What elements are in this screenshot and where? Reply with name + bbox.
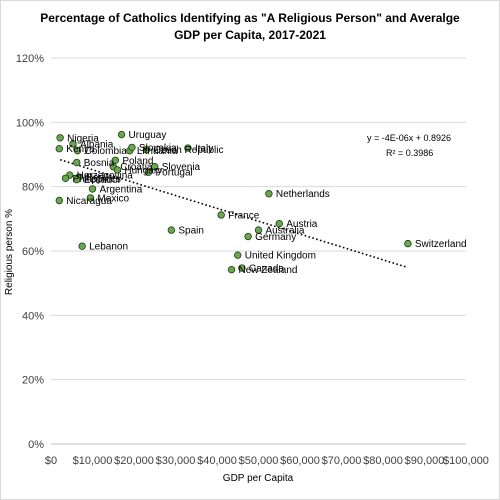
data-point-label: Netherlands [276, 189, 330, 200]
chart-title-line1: Percentage of Catholics Identifying as "… [40, 11, 460, 25]
data-point-label: Portugal [156, 168, 193, 179]
data-point [86, 194, 95, 202]
y-tick-label: 20% [22, 375, 44, 387]
data-point [73, 146, 82, 155]
data-point-label: Canada [249, 264, 284, 275]
y-tick-label: 120% [16, 53, 44, 65]
axes: 0% 20% 40% 60% 80% 100% 120% $0 $10,000 $20,000 $3… [16, 53, 489, 467]
y-tick-label: 80% [22, 182, 44, 194]
data-point-label: Argentina [100, 184, 143, 195]
data-point-label: Australia [266, 226, 305, 237]
data-point-label: Uruguay [129, 130, 167, 141]
x-axis-label: GDP per Capita [223, 473, 294, 484]
data-point-label: Austria [286, 219, 318, 230]
data-point [404, 239, 412, 248]
data-point-label: Philippines [73, 174, 121, 185]
data-point [227, 265, 236, 274]
data-point [55, 196, 63, 205]
data-point-label: Czech Republic [153, 145, 223, 156]
data-point [275, 219, 283, 228]
data-point-label: Nigeria [67, 133, 99, 144]
data-point-label: Ecuador [84, 175, 122, 186]
data-point-label: Poland [122, 156, 153, 167]
data-point [73, 175, 81, 184]
x-tick-label: $0 [45, 455, 57, 467]
data-point-label: Albania [80, 139, 114, 150]
data-point-label: Switzerland [415, 239, 467, 250]
data-point [167, 226, 176, 234]
y-axis-label: Religious person % [4, 209, 15, 295]
data-point [254, 226, 263, 234]
x-tick-label: $50,000 [239, 455, 279, 467]
x-tick-label: $30,000 [156, 455, 196, 467]
x-tick-label: $90,000 [405, 455, 445, 467]
data-point-label: Germany [255, 232, 296, 243]
data-point-label: Nicaragua [66, 196, 112, 207]
data-point-label: Kenya [66, 144, 95, 155]
data-point-label: Bosnia [84, 158, 115, 169]
x-tick-label: $40,000 [197, 455, 237, 467]
trendline-equation: y = -4E-06x + 0.8926 [367, 133, 451, 143]
data-point [117, 130, 126, 139]
data-point [69, 140, 77, 148]
data-point [55, 145, 63, 153]
data-point [88, 185, 97, 193]
data-points [55, 130, 412, 274]
data-point-label: Herzegovina [77, 171, 134, 182]
x-tick-label: $20,000 [114, 455, 154, 467]
data-point [128, 143, 136, 152]
x-tick-label: $80,000 [363, 455, 403, 467]
data-point-label: Italy [195, 144, 213, 155]
data-point [184, 144, 192, 152]
data-point-label: New Zealand [239, 265, 298, 276]
data-point [217, 211, 225, 219]
data-point-label: Lithuania [137, 146, 178, 157]
y-tick-label: 60% [22, 246, 44, 258]
data-point-label: Slovakia [139, 143, 177, 154]
y-tick-label: 40% [22, 310, 44, 322]
data-point [144, 168, 153, 176]
data-point [113, 166, 122, 174]
data-point [73, 158, 81, 167]
data-point [78, 242, 86, 250]
data-point-label: Hungary [124, 165, 162, 176]
data-point [61, 174, 70, 183]
x-tick-label: $10,000 [73, 455, 113, 467]
data-point [151, 163, 159, 171]
data-point-label: Lebanon [89, 242, 128, 253]
data-point-label: Slovenia [162, 162, 201, 173]
y-tick-label: 0% [28, 439, 44, 451]
trendline [59, 158, 409, 269]
y-tick-label: 100% [16, 117, 44, 129]
data-point [142, 145, 151, 154]
x-tick-label: $70,000 [322, 455, 362, 467]
data-point [234, 251, 242, 259]
x-tick-label: $60,000 [280, 455, 320, 467]
data-point [238, 264, 246, 272]
trendline-layer [59, 158, 409, 269]
data-point-label: Croatia [120, 162, 153, 173]
r-squared: R² = 0.3986 [386, 148, 433, 158]
data-point [244, 232, 252, 241]
data-point-label: Mexico [97, 193, 129, 204]
data-point [56, 134, 64, 142]
data-point [111, 156, 120, 164]
data-point-label: Colombia [85, 146, 128, 157]
data-point [265, 190, 273, 198]
gridlines [51, 57, 466, 381]
data-point-label: France [228, 210, 260, 221]
x-tick-label: $100,000 [443, 455, 489, 467]
chart-title: Percentage of Catholics Identifying as "… [0, 10, 500, 44]
data-point-label: Peru [86, 173, 107, 184]
data-point-label: Spain [178, 226, 204, 237]
chart-title-line2: GDP per Capita, 2017-2021 [174, 28, 326, 42]
data-point-label: United Kingdom [245, 251, 316, 262]
